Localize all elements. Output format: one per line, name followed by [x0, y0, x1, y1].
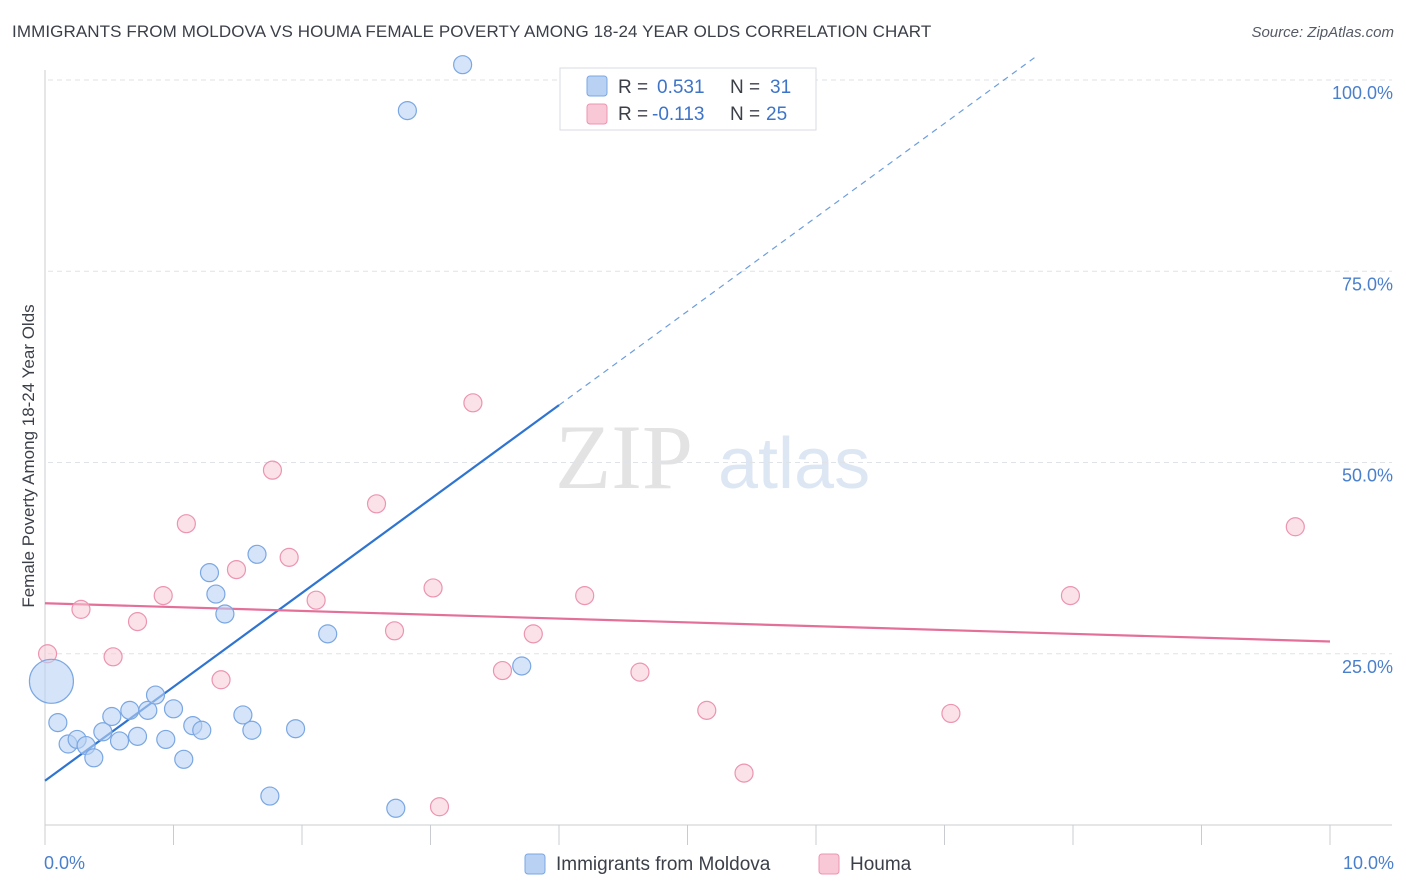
moldova-point	[127, 726, 148, 746]
legend-r-value-1: 0.531	[657, 77, 705, 98]
legend-n-label-1: N =	[730, 77, 760, 98]
moldova-point	[242, 720, 262, 740]
moldova-point	[145, 685, 166, 705]
moldova-point	[206, 584, 226, 604]
houma-points	[37, 393, 1305, 817]
moldova-point	[512, 656, 532, 676]
bottom-legend-label-moldova: Immigrants from Moldova	[556, 854, 771, 875]
legend-n-value-2: 25	[766, 104, 787, 125]
x-tick-label-min: 0.0%	[44, 853, 85, 873]
grid	[48, 79, 1392, 655]
legend-n-label-2: N =	[730, 104, 760, 125]
bottom-legend: Immigrants from Moldova Houma	[524, 853, 912, 875]
houma-point	[384, 621, 405, 641]
houma-point	[153, 586, 173, 606]
houma-point	[366, 494, 387, 514]
x-ticks	[44, 825, 1331, 845]
y-tick-label: 50.0%	[1342, 466, 1393, 486]
houma-point	[523, 624, 543, 644]
y-tick-label: 75.0%	[1342, 274, 1393, 294]
watermark-zip: ZIP	[555, 406, 693, 508]
moldova-point	[318, 624, 338, 644]
legend-n-value-1: 31	[770, 77, 791, 98]
y-axis-title: Female Poverty Among 18-24 Year Olds	[19, 304, 38, 607]
legend-swatch-blue	[586, 75, 608, 97]
y-tick-labels: 100.0% 75.0% 50.0% 25.0%	[1332, 83, 1393, 677]
moldova-point	[93, 722, 113, 742]
houma-point	[575, 586, 595, 606]
houma-trend-line	[44, 602, 1331, 643]
houma-point	[463, 393, 483, 413]
legend-r-label-2: R =	[618, 104, 648, 125]
houma-point	[423, 578, 443, 598]
legend-r-label-1: R =	[618, 77, 648, 98]
bottom-legend-label-houma: Houma	[850, 854, 912, 875]
houma-point	[697, 700, 717, 720]
bottom-legend-swatch-blue	[524, 853, 546, 875]
houma-point	[941, 703, 961, 724]
moldova-point	[163, 699, 184, 719]
source-label: Source: ZipAtlas.com	[1251, 24, 1394, 41]
moldova-point	[192, 720, 212, 740]
houma-point	[103, 647, 123, 667]
moldova-point	[260, 786, 280, 806]
houma-point	[306, 590, 326, 610]
houma-point	[630, 662, 650, 682]
houma-point	[492, 660, 513, 681]
houma-point	[262, 460, 283, 480]
moldova-point	[397, 100, 417, 121]
legend-swatch-pink	[586, 103, 608, 125]
legend-r-value-2: -0.113	[652, 104, 704, 125]
moldova-points	[28, 55, 532, 818]
houma-point	[71, 599, 91, 619]
y-tick-label: 25.0%	[1342, 657, 1393, 677]
moldova-point	[174, 749, 194, 769]
moldova-point	[453, 55, 473, 75]
moldova-point	[84, 748, 104, 768]
watermark-atlas: atlas	[718, 424, 870, 504]
bottom-legend-swatch-pink	[818, 853, 840, 875]
y-tick-label: 100.0%	[1332, 83, 1393, 103]
houma-point	[127, 612, 148, 632]
houma-point	[279, 547, 299, 567]
houma-point	[211, 670, 231, 690]
moldova-point	[138, 700, 158, 720]
houma-point	[1060, 586, 1081, 606]
houma-point	[226, 559, 247, 580]
legend: R = 0.531 N = 31 R = -0.113 N = 25	[559, 67, 817, 131]
moldova-point	[109, 731, 130, 751]
moldova-point	[102, 706, 122, 727]
moldova-point	[199, 563, 220, 583]
moldova-point	[28, 658, 75, 704]
moldova-point	[233, 705, 253, 725]
moldova-point	[215, 604, 235, 624]
moldova-point	[247, 544, 267, 564]
moldova-point	[48, 712, 68, 733]
moldova-point	[120, 700, 140, 720]
x-tick-label-max: 10.0%	[1343, 853, 1394, 873]
houma-point	[429, 797, 450, 817]
houma-point	[734, 763, 754, 783]
chart-title: IMMIGRANTS FROM MOLDOVA VS HOUMA FEMALE …	[12, 22, 932, 41]
houma-point	[176, 514, 196, 534]
moldova-point	[285, 719, 306, 739]
moldova-point	[386, 798, 406, 818]
moldova-point	[156, 729, 176, 750]
houma-point	[1285, 517, 1305, 537]
